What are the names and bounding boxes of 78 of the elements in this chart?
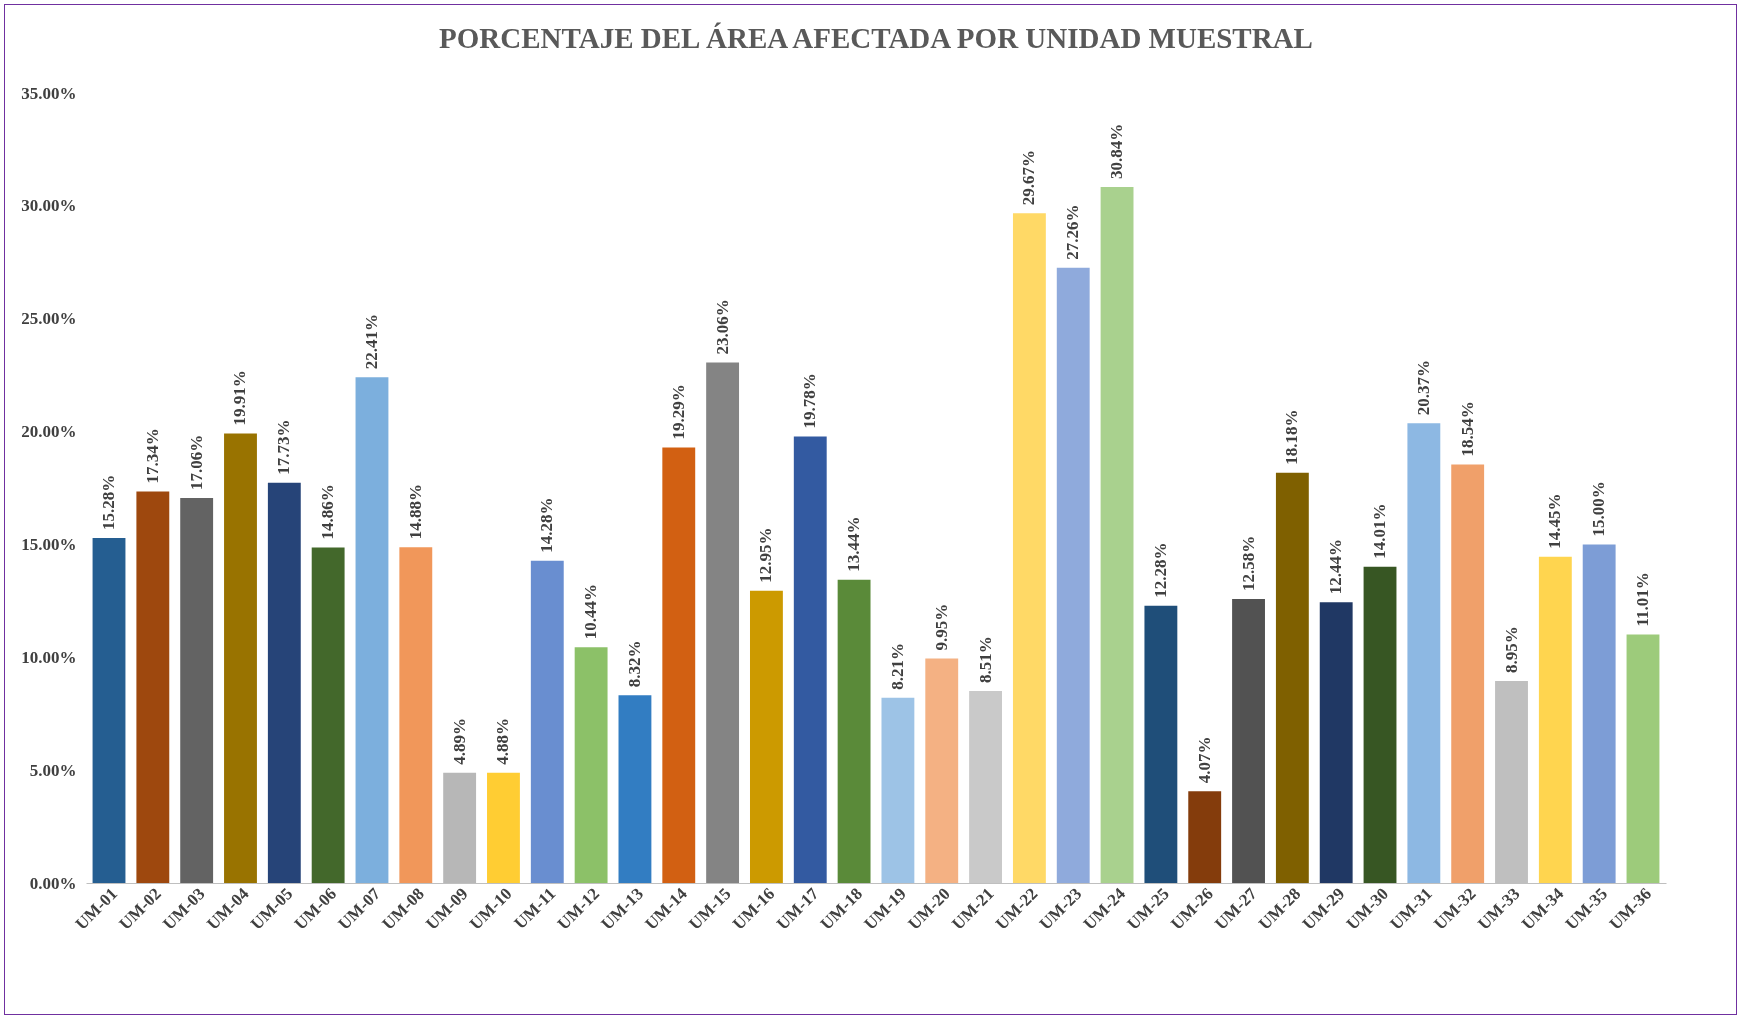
- bar: [399, 547, 433, 883]
- bar: [267, 482, 301, 883]
- bar: [1100, 186, 1134, 883]
- data-label: 8.51%: [975, 636, 995, 683]
- data-label: 13.44%: [844, 516, 864, 572]
- chart-title: PORCENTAJE DEL ÁREA AFECTADA POR UNIDAD MUESTRAL: [439, 22, 1313, 54]
- bar: [837, 579, 871, 883]
- data-label: 22.41%: [361, 313, 381, 370]
- bar: [1275, 472, 1309, 883]
- y-tick-label: 15.00%: [21, 534, 77, 554]
- data-label: 10.44%: [581, 584, 601, 640]
- bar: [1319, 602, 1353, 883]
- bar: [1538, 556, 1572, 883]
- bar: [1012, 213, 1046, 883]
- bar: [925, 658, 959, 883]
- data-label: 9.95%: [931, 603, 951, 651]
- bar: [881, 697, 915, 883]
- data-label: 17.06%: [186, 434, 206, 490]
- data-label: 17.34%: [142, 428, 162, 484]
- bar: [1144, 605, 1178, 883]
- bar: [1407, 423, 1441, 883]
- data-label: 12.95%: [756, 527, 776, 583]
- bar: [1626, 634, 1660, 883]
- bar: [1363, 566, 1397, 883]
- bar: [1232, 599, 1265, 883]
- data-label: 14.88%: [405, 483, 425, 540]
- bar: [487, 772, 520, 883]
- y-tick-label: 10.00%: [21, 647, 77, 667]
- bar: [618, 695, 652, 883]
- bar: [224, 433, 257, 883]
- y-tick-label: 35.00%: [21, 83, 77, 103]
- data-label: 19.29%: [668, 384, 688, 440]
- data-label: 23.06%: [712, 299, 732, 355]
- bar: [1451, 464, 1485, 883]
- y-tick-label: 25.00%: [21, 309, 77, 329]
- bar: [1056, 267, 1090, 883]
- y-tick-label: 5.00%: [29, 760, 77, 780]
- data-label: 14.86%: [318, 484, 338, 540]
- data-label: 4.89%: [449, 717, 469, 765]
- data-label: 12.58%: [1238, 535, 1258, 592]
- data-label: 11.01%: [1632, 572, 1652, 627]
- data-label: 17.73%: [274, 419, 294, 475]
- y-tick-label: 30.00%: [21, 196, 77, 216]
- data-label: 8.95%: [1501, 626, 1521, 673]
- bar: [1582, 544, 1616, 883]
- data-label: 14.28%: [537, 497, 557, 553]
- data-label: 30.84%: [1107, 123, 1127, 179]
- data-label: 14.01%: [1370, 503, 1390, 559]
- data-label: 15.28%: [99, 474, 119, 531]
- bar: [706, 362, 740, 883]
- bar: [1188, 791, 1222, 883]
- y-tick-label: 0.00%: [29, 873, 77, 893]
- bar: [662, 447, 696, 883]
- data-label: 12.44%: [1326, 538, 1346, 595]
- bar: [136, 491, 170, 883]
- data-label: 20.37%: [1413, 359, 1433, 416]
- data-label: 19.78%: [800, 373, 820, 429]
- y-tick-label: 20.00%: [21, 422, 77, 442]
- data-label: 18.18%: [1282, 409, 1302, 465]
- data-label: 4.07%: [1194, 736, 1214, 784]
- data-label: 4.88%: [493, 718, 513, 765]
- data-label: 8.21%: [887, 642, 907, 690]
- bar: [793, 436, 827, 883]
- bar: [92, 538, 126, 883]
- bar: [749, 590, 783, 883]
- bar: [355, 377, 389, 883]
- data-label: 29.67%: [1019, 150, 1039, 206]
- bar: [574, 647, 608, 883]
- data-label: 15.00%: [1589, 481, 1609, 537]
- data-label: 27.26%: [1063, 204, 1083, 260]
- data-label: 19.91%: [230, 370, 250, 426]
- bar: [530, 560, 564, 883]
- data-label: 8.32%: [624, 640, 644, 688]
- bar: [311, 547, 345, 883]
- data-label: 18.54%: [1457, 401, 1477, 457]
- data-label: 12.28%: [1150, 542, 1170, 598]
- data-label: 14.45%: [1545, 493, 1565, 549]
- bar: [180, 497, 214, 883]
